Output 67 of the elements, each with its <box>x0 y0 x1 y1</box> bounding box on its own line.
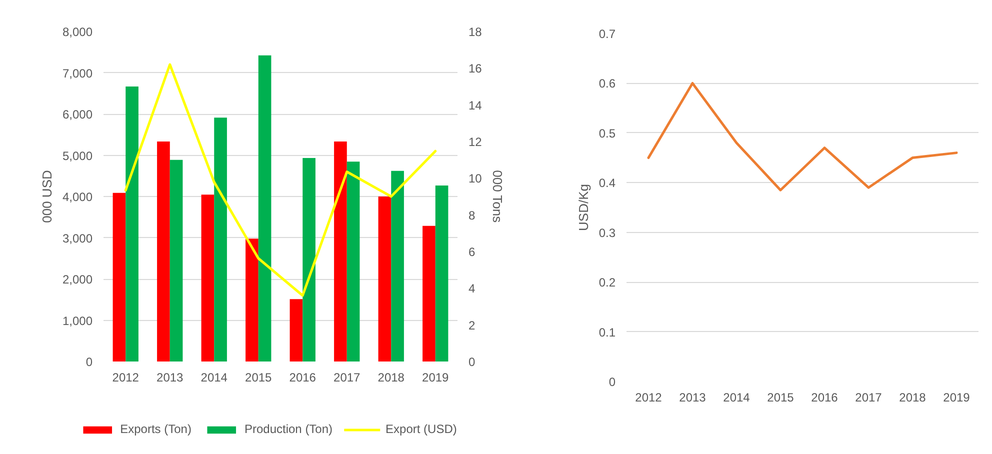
bar <box>391 170 404 362</box>
y2-tick-label: 0 <box>468 355 476 369</box>
bar <box>112 192 126 362</box>
y-tick-label: 5,000 <box>62 148 93 163</box>
bar <box>346 162 360 362</box>
legend-label: Exports (Ton) <box>120 422 192 436</box>
y2-tick-label: 10 <box>468 172 482 186</box>
y2-tick-label: 4 <box>468 282 476 296</box>
y-tick-label: 0.5 <box>598 126 616 140</box>
y-tick-label: 7,000 <box>62 66 93 80</box>
bar <box>290 299 303 362</box>
bar <box>126 86 138 362</box>
y-tick-label: 3,000 <box>62 231 93 246</box>
bar <box>435 186 448 362</box>
x-tick-label: 2018 <box>378 370 405 384</box>
y-axis-title: 000 USD <box>39 170 54 223</box>
y-tick-label: 8,000 <box>62 25 93 39</box>
y-tick-label: 1,000 <box>62 314 93 328</box>
y-tick-label: 0.2 <box>598 276 616 290</box>
x-tick-label: 2019 <box>943 390 970 404</box>
bar <box>246 238 258 362</box>
legend-label: Production (Ton) <box>244 422 333 436</box>
legend-label: Export (USD) <box>386 422 457 436</box>
x-tick-label: 2013 <box>156 370 184 384</box>
y2-tick-label: 14 <box>468 98 482 112</box>
x-tick-label: 2017 <box>855 390 882 404</box>
x-tick-label: 2014 <box>200 370 228 384</box>
bar <box>170 160 183 362</box>
y-tick-label: 0.7 <box>598 27 616 41</box>
x-tick-label: 2016 <box>289 370 316 384</box>
y2-tick-label: 6 <box>468 245 476 259</box>
x-tick-label: 2015 <box>245 370 272 384</box>
bar <box>214 118 227 362</box>
y-axis-title: USD/Kg <box>576 184 591 231</box>
y-tick-label: 0.6 <box>598 76 616 91</box>
bar <box>422 226 436 362</box>
y2-tick-label: 2 <box>468 318 476 332</box>
x-tick-label: 2017 <box>334 370 361 384</box>
y2-tick-label: 8 <box>468 208 476 222</box>
x-tick-label: 2015 <box>767 390 794 404</box>
bar <box>157 142 170 362</box>
y-tick-label: 0.4 <box>598 176 616 190</box>
y2-tick-label: 12 <box>468 135 482 149</box>
bar <box>258 55 272 362</box>
y-tick-label: 4,000 <box>62 190 93 204</box>
y-tick-label: 6,000 <box>62 108 93 122</box>
y-tick-label: 0 <box>608 375 616 389</box>
bar <box>201 194 214 362</box>
y-tick-label: 2,000 <box>62 272 93 286</box>
x-tick-label: 2012 <box>112 370 140 384</box>
y2-tick-label: 16 <box>468 62 482 76</box>
x-tick-label: 2018 <box>899 390 926 404</box>
x-tick-label: 2014 <box>723 390 750 404</box>
y-tick-label: 0.3 <box>598 226 616 240</box>
line-series <box>647 82 958 192</box>
line-series <box>124 63 437 297</box>
x-tick-label: 2016 <box>811 390 838 404</box>
y-tick-label: 0.1 <box>598 325 616 340</box>
x-tick-label: 2012 <box>635 390 662 404</box>
bar <box>302 158 316 362</box>
y2-tick-label: 18 <box>468 25 482 39</box>
bar <box>378 196 392 362</box>
bar <box>334 142 347 362</box>
x-tick-label: 2013 <box>679 390 706 404</box>
x-tick-label: 2019 <box>422 370 450 384</box>
y2-axis-title: 000 Tons <box>490 170 505 224</box>
y-tick-label: 0 <box>86 355 93 369</box>
